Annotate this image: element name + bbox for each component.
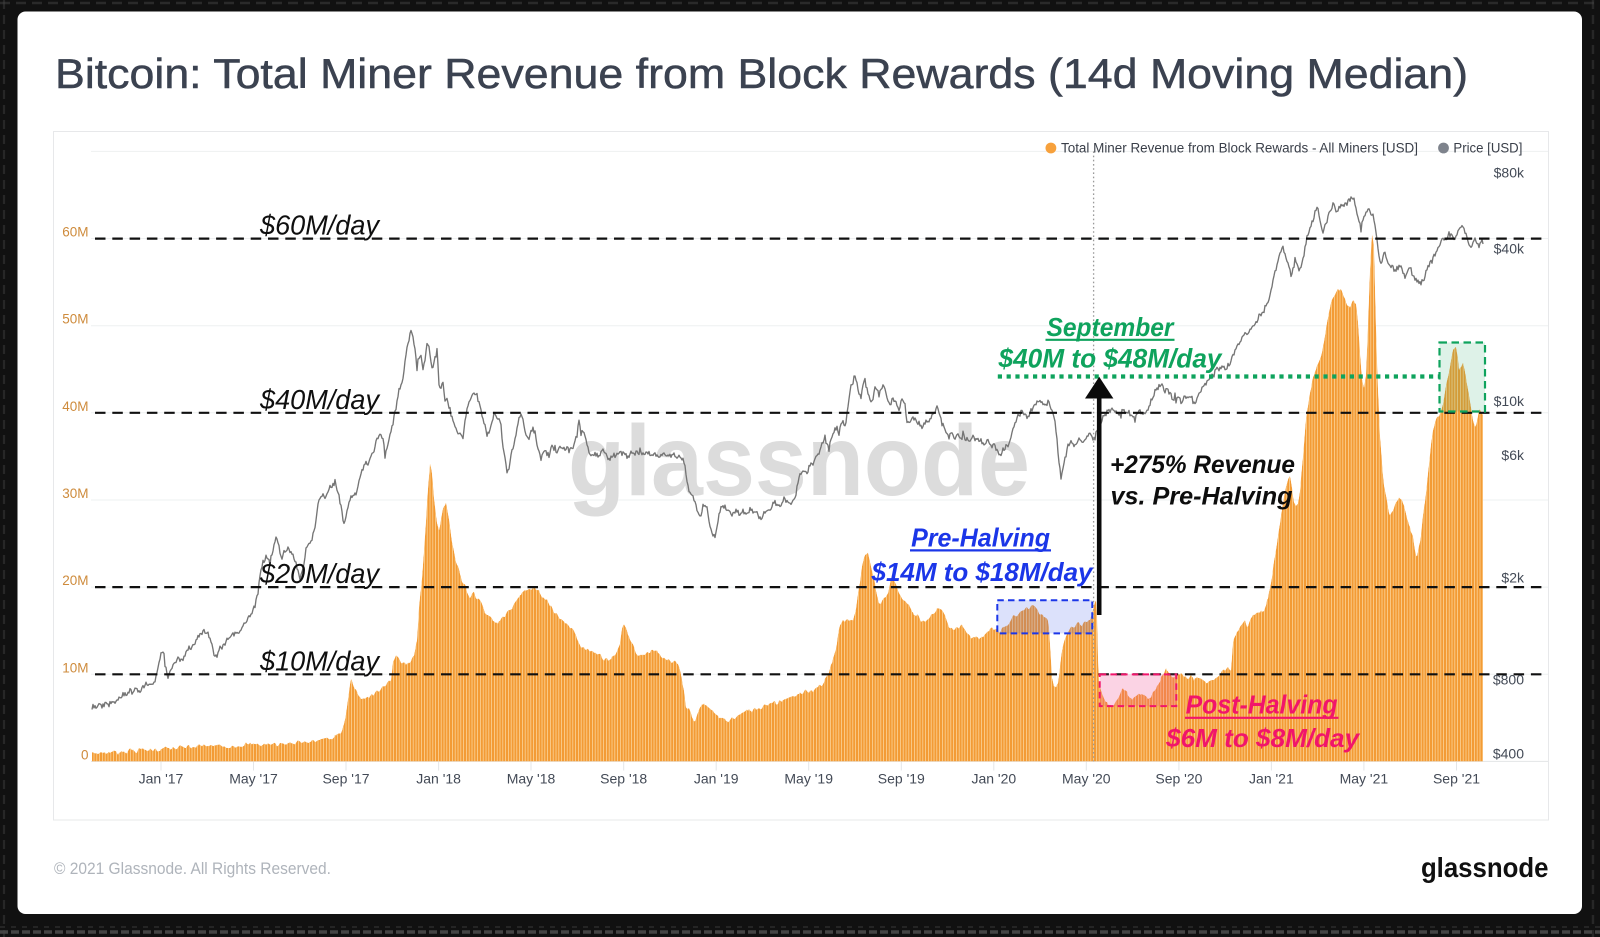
- svg-text:$10k: $10k: [1494, 393, 1525, 409]
- svg-text:$40M to $48M/day: $40M to $48M/day: [998, 344, 1223, 374]
- svg-text:Jan '19: Jan '19: [694, 771, 739, 787]
- svg-text:May '21: May '21: [1340, 771, 1389, 787]
- svg-text:May '18: May '18: [507, 771, 556, 787]
- svg-text:September: September: [1047, 312, 1176, 342]
- svg-text:10M: 10M: [62, 660, 88, 675]
- svg-text:Jan '17: Jan '17: [139, 771, 184, 787]
- svg-text:Price [USD]: Price [USD]: [1453, 141, 1522, 156]
- svg-text:$80k: $80k: [1494, 165, 1525, 181]
- svg-text:© 2021 Glassnode. All Rights R: © 2021 Glassnode. All Rights Reserved.: [54, 860, 331, 878]
- svg-text:20M: 20M: [62, 573, 88, 588]
- svg-text:40M: 40M: [62, 399, 88, 414]
- svg-text:$400: $400: [1493, 746, 1524, 762]
- svg-text:30M: 30M: [62, 486, 88, 501]
- svg-text:$14M to $18M/day: $14M to $18M/day: [871, 557, 1095, 587]
- svg-text:vs. Pre-Halving: vs. Pre-Halving: [1111, 483, 1293, 511]
- svg-text:$10M/day: $10M/day: [259, 645, 381, 676]
- svg-text:Sep '18: Sep '18: [600, 771, 647, 787]
- svg-text:Total Miner Revenue from Block: Total Miner Revenue from Block Rewards -…: [1061, 141, 1418, 156]
- svg-text:May '17: May '17: [229, 771, 278, 787]
- svg-text:glassnode: glassnode: [568, 405, 1030, 517]
- svg-text:Sep '20: Sep '20: [1155, 771, 1202, 787]
- svg-text:May '20: May '20: [1062, 771, 1111, 787]
- svg-text:Jan '20: Jan '20: [971, 771, 1016, 787]
- svg-text:May '19: May '19: [784, 771, 833, 787]
- svg-text:Sep '17: Sep '17: [322, 771, 369, 787]
- svg-text:$800: $800: [1493, 672, 1524, 688]
- svg-text:glassnode: glassnode: [1421, 852, 1549, 883]
- svg-text:$6M to $8M/day: $6M to $8M/day: [1165, 723, 1361, 753]
- svg-text:Pre-Halving: Pre-Halving: [911, 522, 1050, 552]
- svg-text:Jan '18: Jan '18: [416, 771, 461, 787]
- svg-text:$40k: $40k: [1494, 240, 1525, 256]
- svg-text:Jan '21: Jan '21: [1249, 771, 1294, 787]
- svg-text:60M: 60M: [62, 225, 88, 240]
- svg-text:$20M/day: $20M/day: [259, 558, 381, 589]
- svg-text:+275% Revenue: +275% Revenue: [1110, 451, 1295, 479]
- svg-text:$6k: $6k: [1501, 447, 1525, 463]
- svg-text:Bitcoin: Total Miner Revenue f: Bitcoin: Total Miner Revenue from Block …: [55, 50, 1468, 97]
- svg-text:Post-Halving: Post-Halving: [1186, 692, 1338, 720]
- svg-text:$60M/day: $60M/day: [259, 210, 381, 241]
- svg-text:$2k: $2k: [1501, 569, 1525, 585]
- svg-text:Sep '21: Sep '21: [1433, 771, 1480, 787]
- svg-text:50M: 50M: [62, 312, 88, 327]
- svg-text:Sep '19: Sep '19: [878, 771, 925, 787]
- svg-text:$40M/day: $40M/day: [259, 384, 381, 415]
- svg-text:0: 0: [81, 747, 89, 762]
